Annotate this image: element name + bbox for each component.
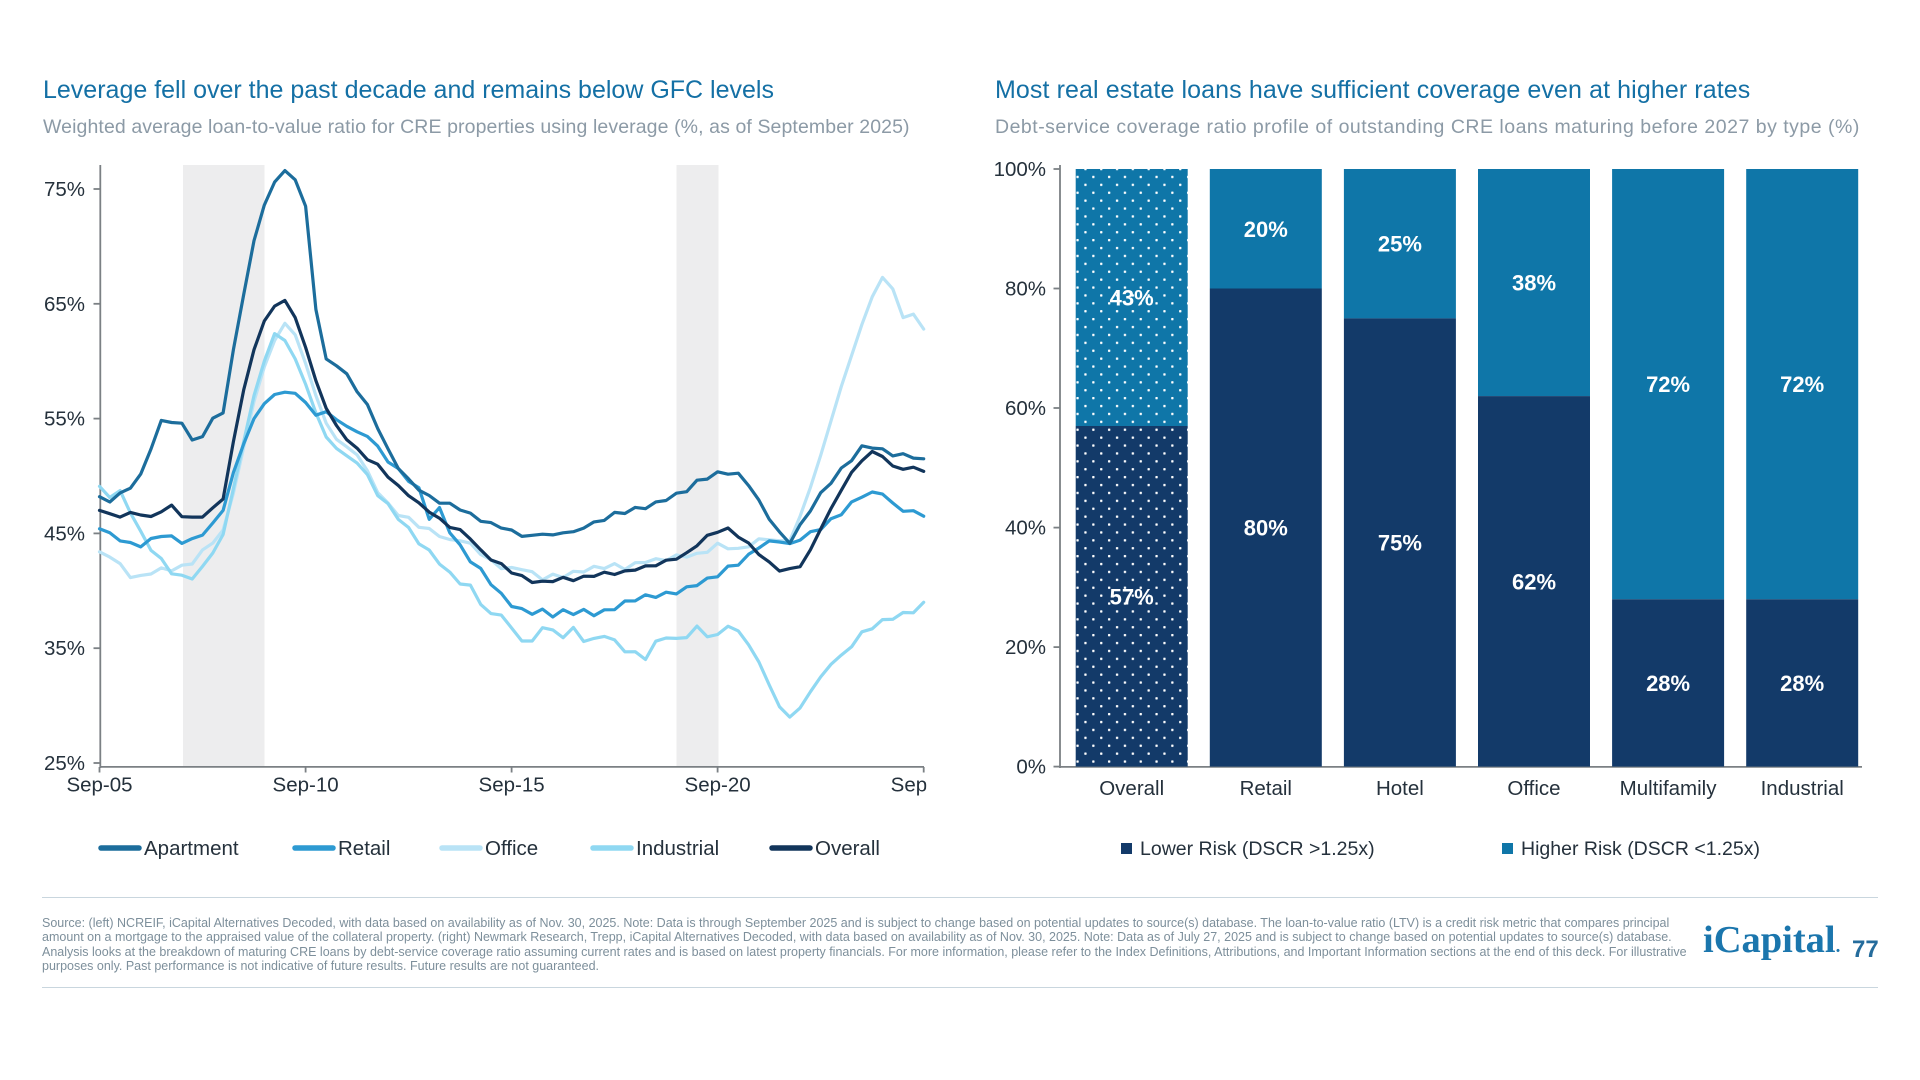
svg-text:43%: 43% xyxy=(1110,286,1154,311)
svg-text:65%: 65% xyxy=(44,293,85,316)
svg-text:75%: 75% xyxy=(44,178,85,201)
svg-text:45%: 45% xyxy=(44,522,85,545)
svg-text:Overall: Overall xyxy=(815,837,880,860)
svg-text:25%: 25% xyxy=(1378,232,1422,257)
svg-text:60%: 60% xyxy=(1005,397,1046,420)
svg-text:72%: 72% xyxy=(1646,372,1690,397)
svg-text:35%: 35% xyxy=(44,637,85,660)
svg-text:Industrial: Industrial xyxy=(1761,777,1844,800)
svg-text:55%: 55% xyxy=(44,408,85,431)
svg-text:Sep-05: Sep-05 xyxy=(66,774,132,797)
svg-text:Office: Office xyxy=(485,837,538,860)
svg-text:Retail: Retail xyxy=(338,837,390,860)
svg-text:80%: 80% xyxy=(1005,278,1046,301)
svg-text:28%: 28% xyxy=(1646,671,1690,696)
svg-text:Apartment: Apartment xyxy=(144,837,239,860)
svg-text:Sep-25: Sep-25 xyxy=(891,774,957,797)
svg-text:40%: 40% xyxy=(1005,517,1046,540)
svg-text:100%: 100% xyxy=(994,158,1046,181)
svg-text:Sep-10: Sep-10 xyxy=(273,774,339,797)
svg-text:25%: 25% xyxy=(44,752,85,775)
svg-text:75%: 75% xyxy=(1378,531,1422,556)
svg-text:Sep-15: Sep-15 xyxy=(479,774,545,797)
svg-text:0%: 0% xyxy=(1016,756,1046,779)
svg-text:Lower Risk (DSCR >1.25x): Lower Risk (DSCR >1.25x) xyxy=(1140,838,1375,860)
svg-text:Office: Office xyxy=(1507,777,1560,800)
svg-text:Higher Risk (DSCR <1.25x): Higher Risk (DSCR <1.25x) xyxy=(1521,838,1760,860)
svg-text:80%: 80% xyxy=(1244,516,1288,541)
svg-text:Multifamily: Multifamily xyxy=(1620,777,1718,800)
svg-text:72%: 72% xyxy=(1780,372,1824,397)
svg-text:Hotel: Hotel xyxy=(1376,777,1424,800)
svg-text:28%: 28% xyxy=(1780,671,1824,696)
svg-text:62%: 62% xyxy=(1512,569,1556,594)
svg-text:Sep-20: Sep-20 xyxy=(685,774,751,797)
svg-text:Overall: Overall xyxy=(1099,777,1164,800)
svg-text:Industrial: Industrial xyxy=(636,837,719,860)
svg-text:57%: 57% xyxy=(1110,584,1154,609)
svg-text:Retail: Retail xyxy=(1240,777,1292,800)
svg-text:38%: 38% xyxy=(1512,271,1556,296)
svg-text:20%: 20% xyxy=(1244,217,1288,242)
svg-text:20%: 20% xyxy=(1005,636,1046,659)
